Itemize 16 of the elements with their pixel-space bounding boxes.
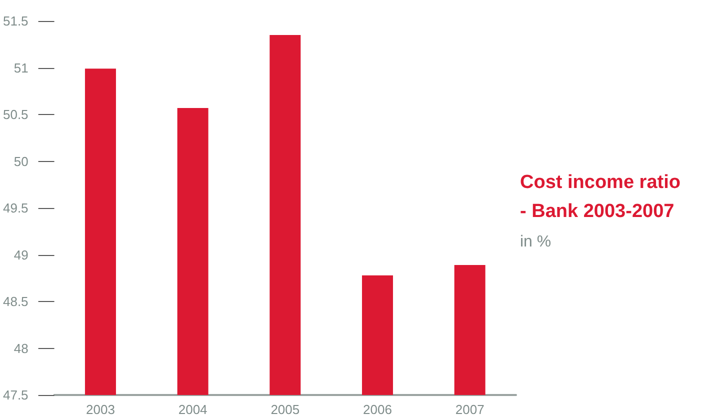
y-tick-label: 49.5 xyxy=(2,200,28,216)
y-tick-label: 51.5 xyxy=(2,14,28,28)
x-tick-label: 2004 xyxy=(178,402,208,416)
y-tick-label: 47.5 xyxy=(2,388,28,402)
x-tick-label: 2006 xyxy=(363,402,392,416)
text: in % xyxy=(520,234,552,250)
x-tick-label: 2003 xyxy=(86,402,115,416)
y-tick-label: 50.5 xyxy=(2,107,28,122)
x-tick-label: 2007 xyxy=(455,402,484,416)
x-tick-label: 2005 xyxy=(270,402,300,416)
y-tick-label: 51 xyxy=(14,60,28,76)
text: Cost income ratio - Bank 2003-2007 xyxy=(520,172,680,222)
y-tick-label: 50 xyxy=(14,154,28,169)
y-tick-label: 49 xyxy=(14,247,28,262)
y-tick-label: 48 xyxy=(14,340,28,356)
y-tick-label: 48.5 xyxy=(2,294,28,309)
